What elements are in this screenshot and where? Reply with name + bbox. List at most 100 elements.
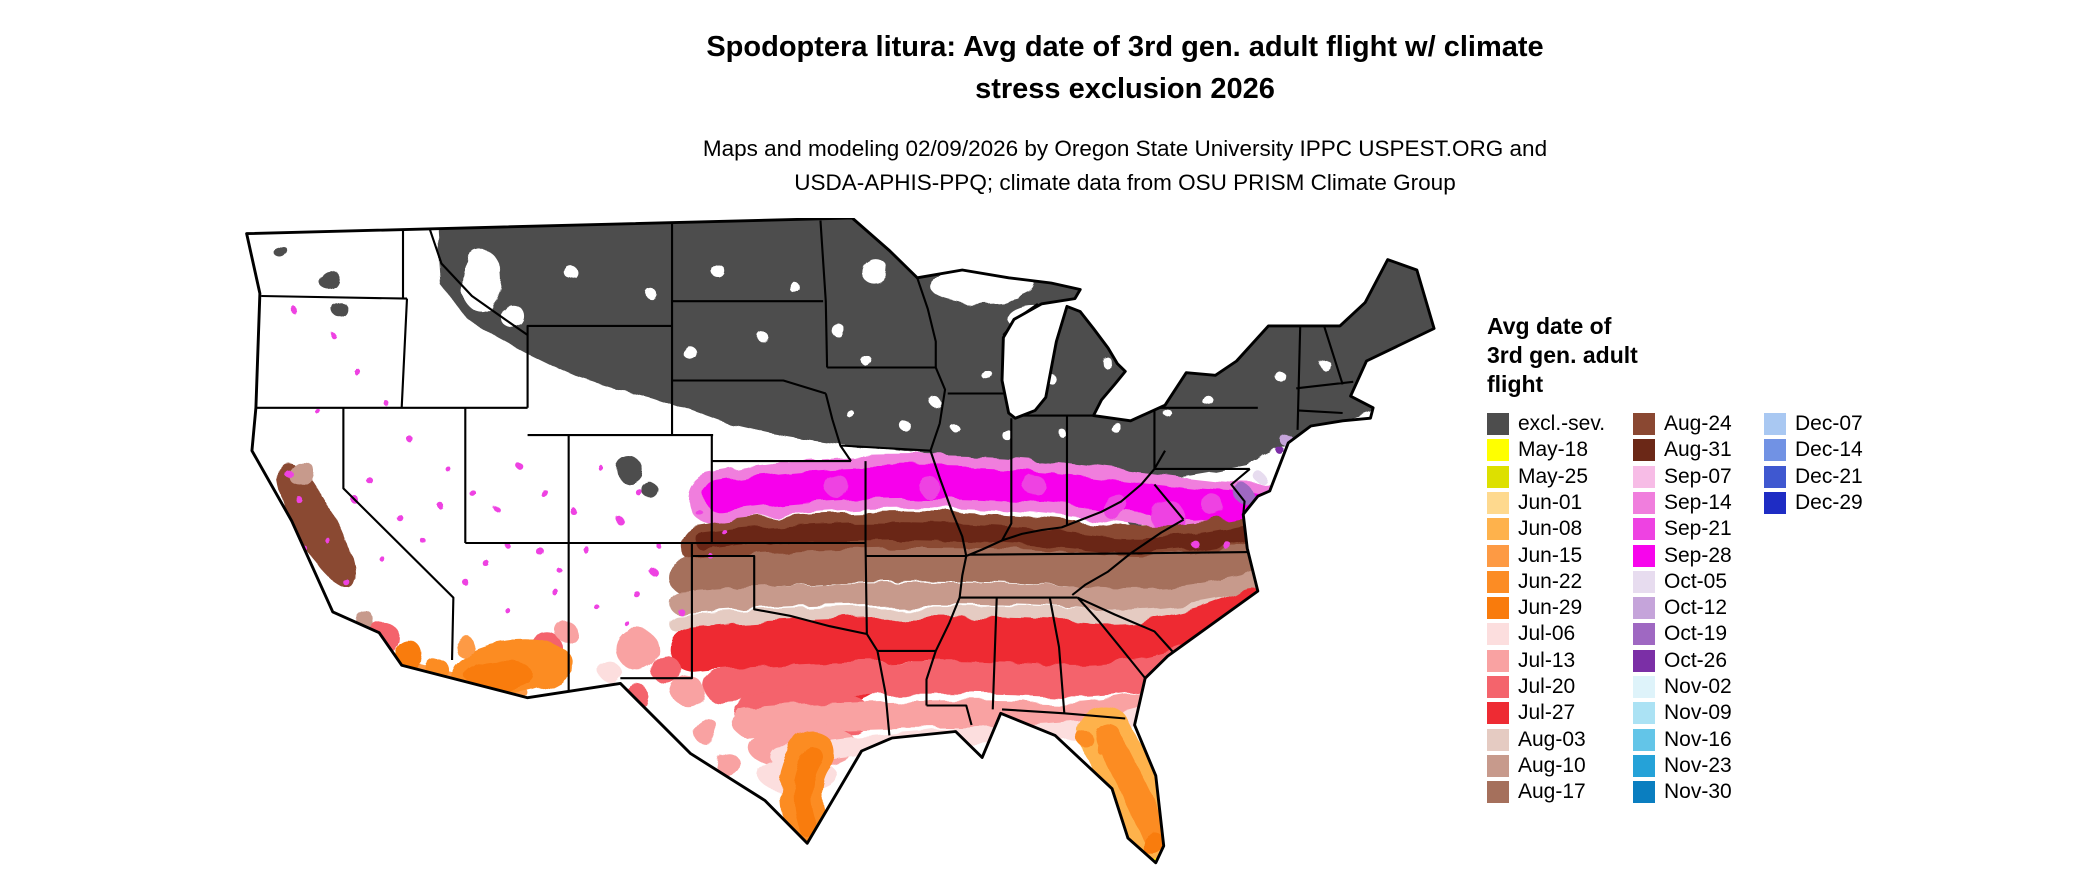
legend-swatch xyxy=(1633,544,1655,567)
legend-swatch xyxy=(1487,413,1509,436)
legend-swatch xyxy=(1633,518,1655,541)
legend-column-1: excl.-sev. May-18 May-25 Jun-01 Jun-08 J… xyxy=(1487,411,1633,805)
legend-swatch xyxy=(1633,702,1655,725)
legend-entry: Jul-20 xyxy=(1487,674,1633,700)
legend-entry: Aug-31 xyxy=(1633,437,1764,463)
legend-entry: Oct-12 xyxy=(1633,595,1764,621)
legend-column-2: Aug-24 Aug-31 Sep-07 Sep-14 Sep-21 Sep-2… xyxy=(1633,411,1764,805)
us-map xyxy=(240,218,1446,881)
legend-entry: Oct-19 xyxy=(1633,621,1764,647)
legend-swatch xyxy=(1633,570,1655,593)
legend-swatch xyxy=(1487,570,1509,593)
legend-entry: Jun-22 xyxy=(1487,569,1633,595)
legend-swatch xyxy=(1487,676,1509,699)
legend-entry: Dec-21 xyxy=(1764,464,1884,490)
legend-label: excl.-sev. xyxy=(1518,412,1606,436)
map-band-florida-jun22 xyxy=(1093,722,1168,848)
legend-swatch xyxy=(1764,491,1786,514)
legend-swatch xyxy=(1633,781,1655,804)
map-region-jun15-patches xyxy=(454,636,476,658)
legend-swatch xyxy=(1633,728,1655,751)
legend-label: Oct-12 xyxy=(1664,596,1728,620)
legend-swatch xyxy=(1487,439,1509,462)
legend-label: Nov-30 xyxy=(1664,780,1732,804)
legend-swatch xyxy=(1633,439,1655,462)
legend-entry: Oct-05 xyxy=(1633,569,1764,595)
legend-title: Avg date of 3rd gen. adult flight xyxy=(1487,313,1638,397)
legend-column-3: Dec-07 Dec-14 Dec-21 Dec-29 xyxy=(1764,411,1884,516)
legend-swatch xyxy=(1764,439,1786,462)
map-region-jun29-patches xyxy=(396,641,1167,857)
legend-swatch xyxy=(1633,491,1655,514)
map-region-may25-dots xyxy=(1146,865,1151,870)
legend-label: Aug-03 xyxy=(1518,727,1586,751)
legend-label: Nov-09 xyxy=(1664,701,1732,725)
legend-entry: Nov-23 xyxy=(1633,753,1764,779)
legend-entry: Nov-16 xyxy=(1633,726,1764,752)
legend-label: Sep-14 xyxy=(1664,490,1732,514)
legend-entry: Aug-17 xyxy=(1487,779,1633,805)
legend-swatch xyxy=(1487,465,1509,488)
map-title: Spodoptera litura: Avg date of 3rd gen. … xyxy=(706,31,1544,106)
legend-swatch xyxy=(1633,676,1655,699)
legend-label: Nov-16 xyxy=(1664,727,1732,751)
legend-swatch xyxy=(1633,597,1655,620)
legend-entry: Nov-30 xyxy=(1633,779,1764,805)
legend-label: Nov-23 xyxy=(1664,753,1732,777)
legend-label: Jun-15 xyxy=(1518,543,1583,567)
map-region-oct05-patches xyxy=(1255,472,1266,484)
map-region-sep14-patches xyxy=(1310,429,1322,441)
legend-label: Sep-07 xyxy=(1664,464,1732,488)
legend-label: Oct-19 xyxy=(1664,622,1728,646)
map-band-aug10 xyxy=(668,568,1278,614)
legend-entry: Dec-14 xyxy=(1764,437,1884,463)
legend-entry: Sep-07 xyxy=(1633,464,1764,490)
legend-label: Dec-29 xyxy=(1795,490,1863,514)
legend-entry: Jun-29 xyxy=(1487,595,1633,621)
map-region-ca-valley-aug24 xyxy=(276,459,355,588)
legend-label: Sep-28 xyxy=(1664,543,1732,567)
legend-swatch xyxy=(1633,623,1655,646)
legend-swatch xyxy=(1487,649,1509,672)
map-band-aug31 xyxy=(695,520,1270,554)
legend-columns: excl.-sev. May-18 May-25 Jun-01 Jun-08 J… xyxy=(1487,411,2047,805)
map-region-dec14-speck xyxy=(271,544,278,550)
legend-swatch xyxy=(1633,465,1655,488)
legend-swatch xyxy=(1764,413,1786,436)
map-region-oct19-patches xyxy=(1233,484,1253,503)
us-map-svg xyxy=(245,218,1436,870)
legend-label: May-18 xyxy=(1518,438,1589,462)
legend-entry: Jul-13 xyxy=(1487,648,1633,674)
legend-entry: May-18 xyxy=(1487,437,1633,463)
legend-entry: Jun-15 xyxy=(1487,542,1633,568)
legend-entry: Aug-10 xyxy=(1487,753,1633,779)
legend-entry: Jul-06 xyxy=(1487,621,1633,647)
legend-entry: Nov-09 xyxy=(1633,700,1764,726)
legend-label: Jul-20 xyxy=(1518,675,1576,699)
legend-swatch xyxy=(1487,754,1509,777)
legend-entry: Jun-08 xyxy=(1487,516,1633,542)
map-band-south-texas-jun29 xyxy=(791,746,823,837)
legend-entry: May-25 xyxy=(1487,464,1633,490)
legend-swatch xyxy=(1487,597,1509,620)
legend-label: Jul-06 xyxy=(1518,622,1576,646)
map-region-nov16-speck xyxy=(273,537,281,544)
map-subtitle: Maps and modeling 02/09/2026 by Oregon S… xyxy=(702,136,1548,195)
legend-entry: Oct-26 xyxy=(1633,648,1764,674)
legend-swatch xyxy=(1633,754,1655,777)
header: Spodoptera litura: Avg date of 3rd gen. … xyxy=(340,26,1910,200)
legend-entry: Aug-03 xyxy=(1487,726,1633,752)
legend-label: Jun-01 xyxy=(1518,490,1583,514)
legend-label: Jul-27 xyxy=(1518,701,1576,725)
legend-entry: Sep-28 xyxy=(1633,542,1764,568)
legend-label: Jul-13 xyxy=(1518,648,1576,672)
legend-label: Dec-21 xyxy=(1795,464,1863,488)
legend-swatch xyxy=(1487,491,1509,514)
legend-label: Aug-24 xyxy=(1664,412,1732,436)
legend-entry: Aug-24 xyxy=(1633,411,1764,437)
legend-label: Oct-26 xyxy=(1664,648,1728,672)
legend-entry: Dec-29 xyxy=(1764,490,1884,516)
legend-label: Nov-02 xyxy=(1664,675,1732,699)
legend-label: Aug-31 xyxy=(1664,438,1732,462)
